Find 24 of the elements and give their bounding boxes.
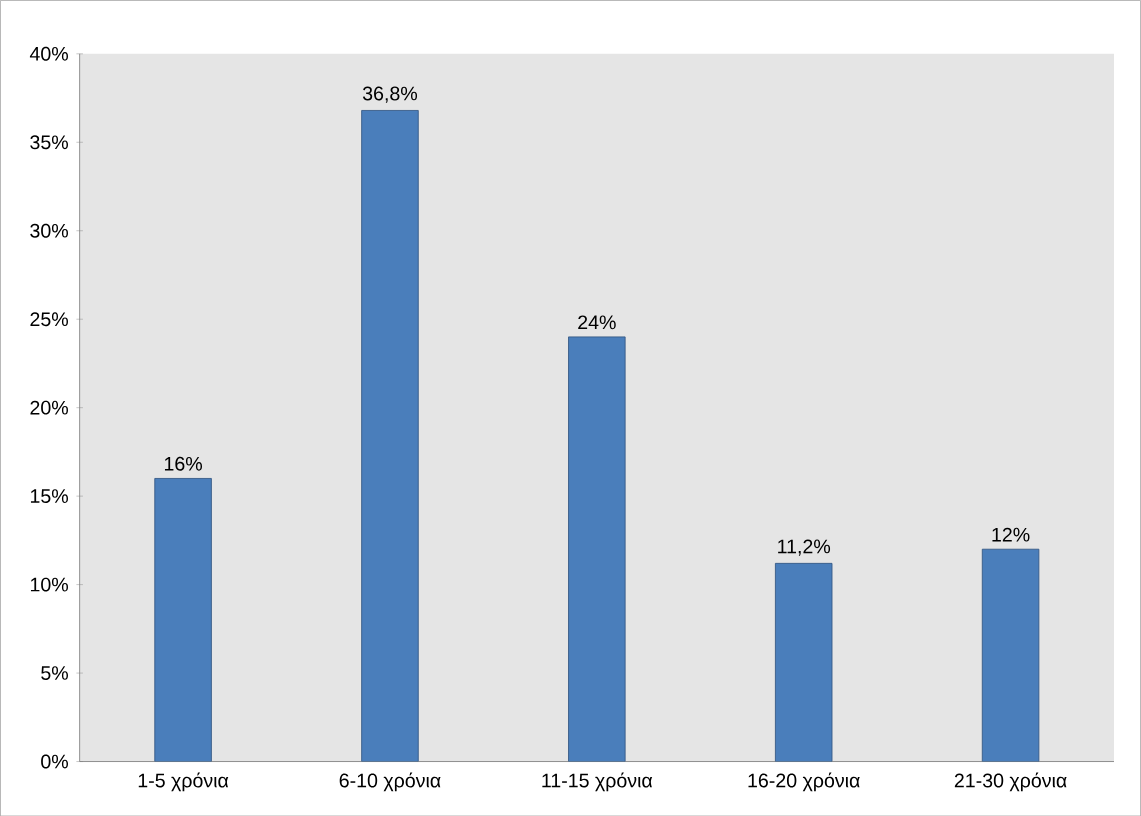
y-tick-label: 20% [30, 400, 68, 415]
x-tick-label: 6-10 χρόνια [339, 772, 441, 792]
x-tick-label: 1-5 χρόνια [138, 772, 229, 792]
bar [361, 109, 419, 762]
data-label: 12% [992, 527, 1030, 542]
x-tick-label: 11-15 χρόνια [542, 772, 653, 792]
bar [774, 562, 833, 762]
y-tick-label: 35% [30, 135, 68, 150]
data-label: 11,2% [778, 539, 831, 556]
x-tick-label: 16-20 χρόνια [748, 772, 860, 792]
data-label: 36,8% [362, 86, 418, 103]
x-tick-label: 21-30 χρόνια [954, 772, 1067, 792]
data-label: 24% [578, 315, 616, 329]
y-tick-label: 40% [29, 46, 68, 61]
bar [981, 548, 1040, 762]
y-tick-label: 30% [30, 223, 68, 238]
y-tick-label: 0% [41, 754, 68, 769]
y-tick-label: 5% [41, 665, 68, 680]
bar [568, 336, 626, 762]
y-tick-label: 15% [30, 489, 68, 503]
bar [154, 477, 212, 762]
y-tick-label: 25% [30, 312, 68, 326]
y-tick-label: 10% [30, 577, 68, 592]
data-label: 16% [164, 456, 202, 471]
